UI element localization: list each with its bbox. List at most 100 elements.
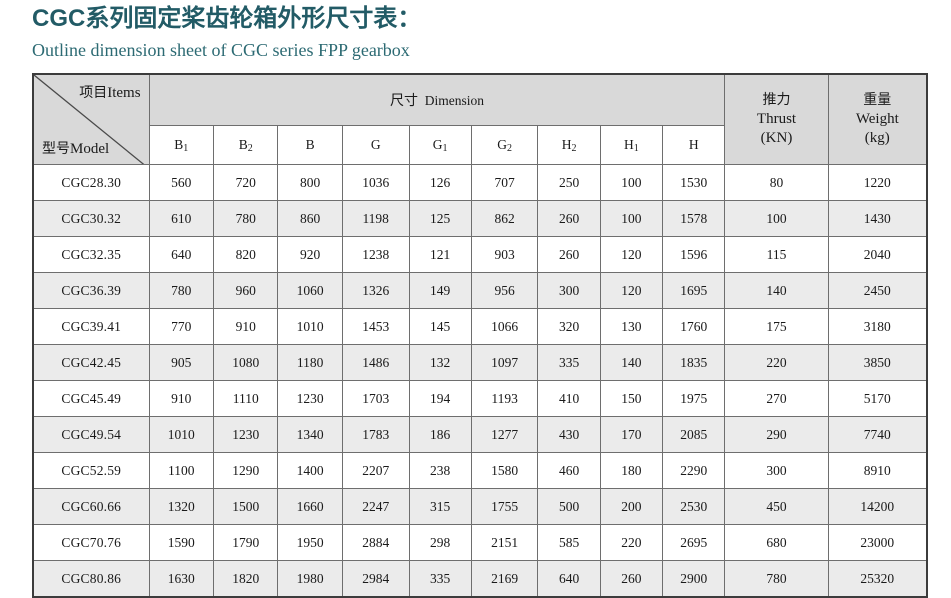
subheader-b: B [277, 125, 343, 165]
cell-weight: 23000 [827, 524, 928, 561]
cell-g2: 862 [470, 200, 539, 237]
cell-g1: 186 [408, 416, 472, 453]
title-block: CGC系列固定桨齿轮箱外形尺寸表： Outline dimension shee… [32, 4, 932, 62]
cell-g: 1453 [341, 308, 410, 345]
cell-model: CGC30.32 [32, 200, 150, 237]
cell-weight: 1220 [827, 164, 928, 201]
cell-thrust: 300 [724, 452, 829, 489]
cell-b1: 1100 [148, 452, 214, 489]
cell-g: 1703 [341, 380, 410, 417]
subheader-g: G [341, 125, 410, 165]
cell-model: CGC80.86 [32, 560, 150, 598]
header-thrust-unit: (KN) [760, 130, 793, 146]
cell-g2: 1580 [470, 452, 539, 489]
cell-b: 800 [277, 164, 343, 201]
cell-g2: 1193 [470, 380, 539, 417]
cell-g: 2207 [341, 452, 410, 489]
cell-thrust: 680 [724, 524, 829, 561]
cell-thrust: 780 [724, 560, 829, 598]
cell-h2: 410 [537, 380, 601, 417]
table-body: CGC28.30 560 720 800 1036 126 707 250 100 1530 80 1… [32, 164, 928, 598]
cell-g2: 1755 [470, 488, 539, 525]
cell-weight: 8910 [827, 452, 928, 489]
cell-b1: 1590 [148, 524, 214, 561]
cell-b: 1400 [277, 452, 343, 489]
cell-b2: 820 [212, 236, 279, 273]
subheader-h1: H1 [599, 125, 664, 165]
group-header-dimension: 尺寸 Dimension [148, 73, 726, 126]
cell-g1: 298 [408, 524, 472, 561]
header-weight-en: Weight [855, 111, 899, 127]
cell-b: 1010 [277, 308, 343, 345]
cell-h1: 120 [599, 236, 664, 273]
cell-h1: 140 [599, 344, 664, 381]
cell-h: 1530 [662, 164, 726, 201]
subheader-h2: H2 [537, 125, 601, 165]
cell-thrust: 115 [724, 236, 829, 273]
cell-b1: 640 [148, 236, 214, 273]
cell-g: 2247 [341, 488, 410, 525]
table-row: CGC39.41 770 910 1010 1453 145 1066 320 130 1760 1… [32, 308, 928, 345]
cell-g: 1326 [341, 272, 410, 309]
cell-b2: 1230 [212, 416, 279, 453]
cell-b2: 910 [212, 308, 279, 345]
header-row-sub: B1 B2 B G G1 G2 H2 H1 H [33, 125, 927, 165]
cell-model: CGC28.30 [32, 164, 150, 201]
cell-h: 2695 [662, 524, 726, 561]
table-row: CGC45.49 910 1110 1230 1703 194 1193 410 150 1975… [32, 380, 928, 417]
subheader-b1: B1 [148, 125, 214, 165]
header-weight-unit: (kg) [864, 130, 890, 146]
cell-b1: 610 [148, 200, 214, 237]
cell-g1: 149 [408, 272, 472, 309]
cell-h: 2085 [662, 416, 726, 453]
cell-g: 1036 [341, 164, 410, 201]
cell-weight: 2450 [827, 272, 928, 309]
cell-weight: 3850 [827, 344, 928, 381]
cell-weight: 5170 [827, 380, 928, 417]
cell-h2: 500 [537, 488, 601, 525]
cell-b2: 1290 [212, 452, 279, 489]
cell-model: CGC32.35 [32, 236, 150, 273]
cell-h2: 335 [537, 344, 601, 381]
cell-g1: 238 [408, 452, 472, 489]
cell-thrust: 220 [724, 344, 829, 381]
cell-h1: 200 [599, 488, 664, 525]
cell-h: 1760 [662, 308, 726, 345]
cell-thrust: 175 [724, 308, 829, 345]
cell-g: 1238 [341, 236, 410, 273]
cell-b: 1180 [277, 344, 343, 381]
header-weight: 重量 Weight (kg) [827, 73, 928, 165]
cell-model: CGC45.49 [32, 380, 150, 417]
subheader-g1: G1 [408, 125, 472, 165]
header-thrust: 推力 Thrust (KN) [724, 73, 829, 165]
cell-weight: 25320 [827, 560, 928, 598]
cell-g2: 2151 [470, 524, 539, 561]
cell-b2: 1500 [212, 488, 279, 525]
cell-h2: 585 [537, 524, 601, 561]
corner-items-label: 项目Items [79, 85, 141, 101]
cell-h: 2290 [662, 452, 726, 489]
cell-h1: 120 [599, 272, 664, 309]
cell-b2: 1820 [212, 560, 279, 598]
cell-h2: 260 [537, 236, 601, 273]
cell-g1: 315 [408, 488, 472, 525]
cell-g1: 145 [408, 308, 472, 345]
cell-h2: 320 [537, 308, 601, 345]
table-row: CGC60.66 1320 1500 1660 2247 315 1755 500 200 253… [32, 488, 928, 525]
table-row: CGC70.76 1590 1790 1950 2884 298 2151 585 220 269… [32, 524, 928, 561]
cell-b1: 780 [148, 272, 214, 309]
corner-model-label: 型号Model [42, 141, 110, 157]
cell-b2: 780 [212, 200, 279, 237]
cell-b1: 1630 [148, 560, 214, 598]
cell-b: 1340 [277, 416, 343, 453]
table-row: CGC42.45 905 1080 1180 1486 132 1097 335 140 1835… [32, 344, 928, 381]
table-row: CGC36.39 780 960 1060 1326 149 956 300 120 1695 14… [32, 272, 928, 309]
cell-b2: 1110 [212, 380, 279, 417]
cell-thrust: 100 [724, 200, 829, 237]
cell-h: 1596 [662, 236, 726, 273]
subheader-b2: B2 [212, 125, 279, 165]
cell-h2: 260 [537, 200, 601, 237]
dimension-table: 项目Items 型号Model 尺寸 Dimension 推力 Thrust (… [32, 73, 928, 598]
cell-model: CGC42.45 [32, 344, 150, 381]
cell-weight: 3180 [827, 308, 928, 345]
